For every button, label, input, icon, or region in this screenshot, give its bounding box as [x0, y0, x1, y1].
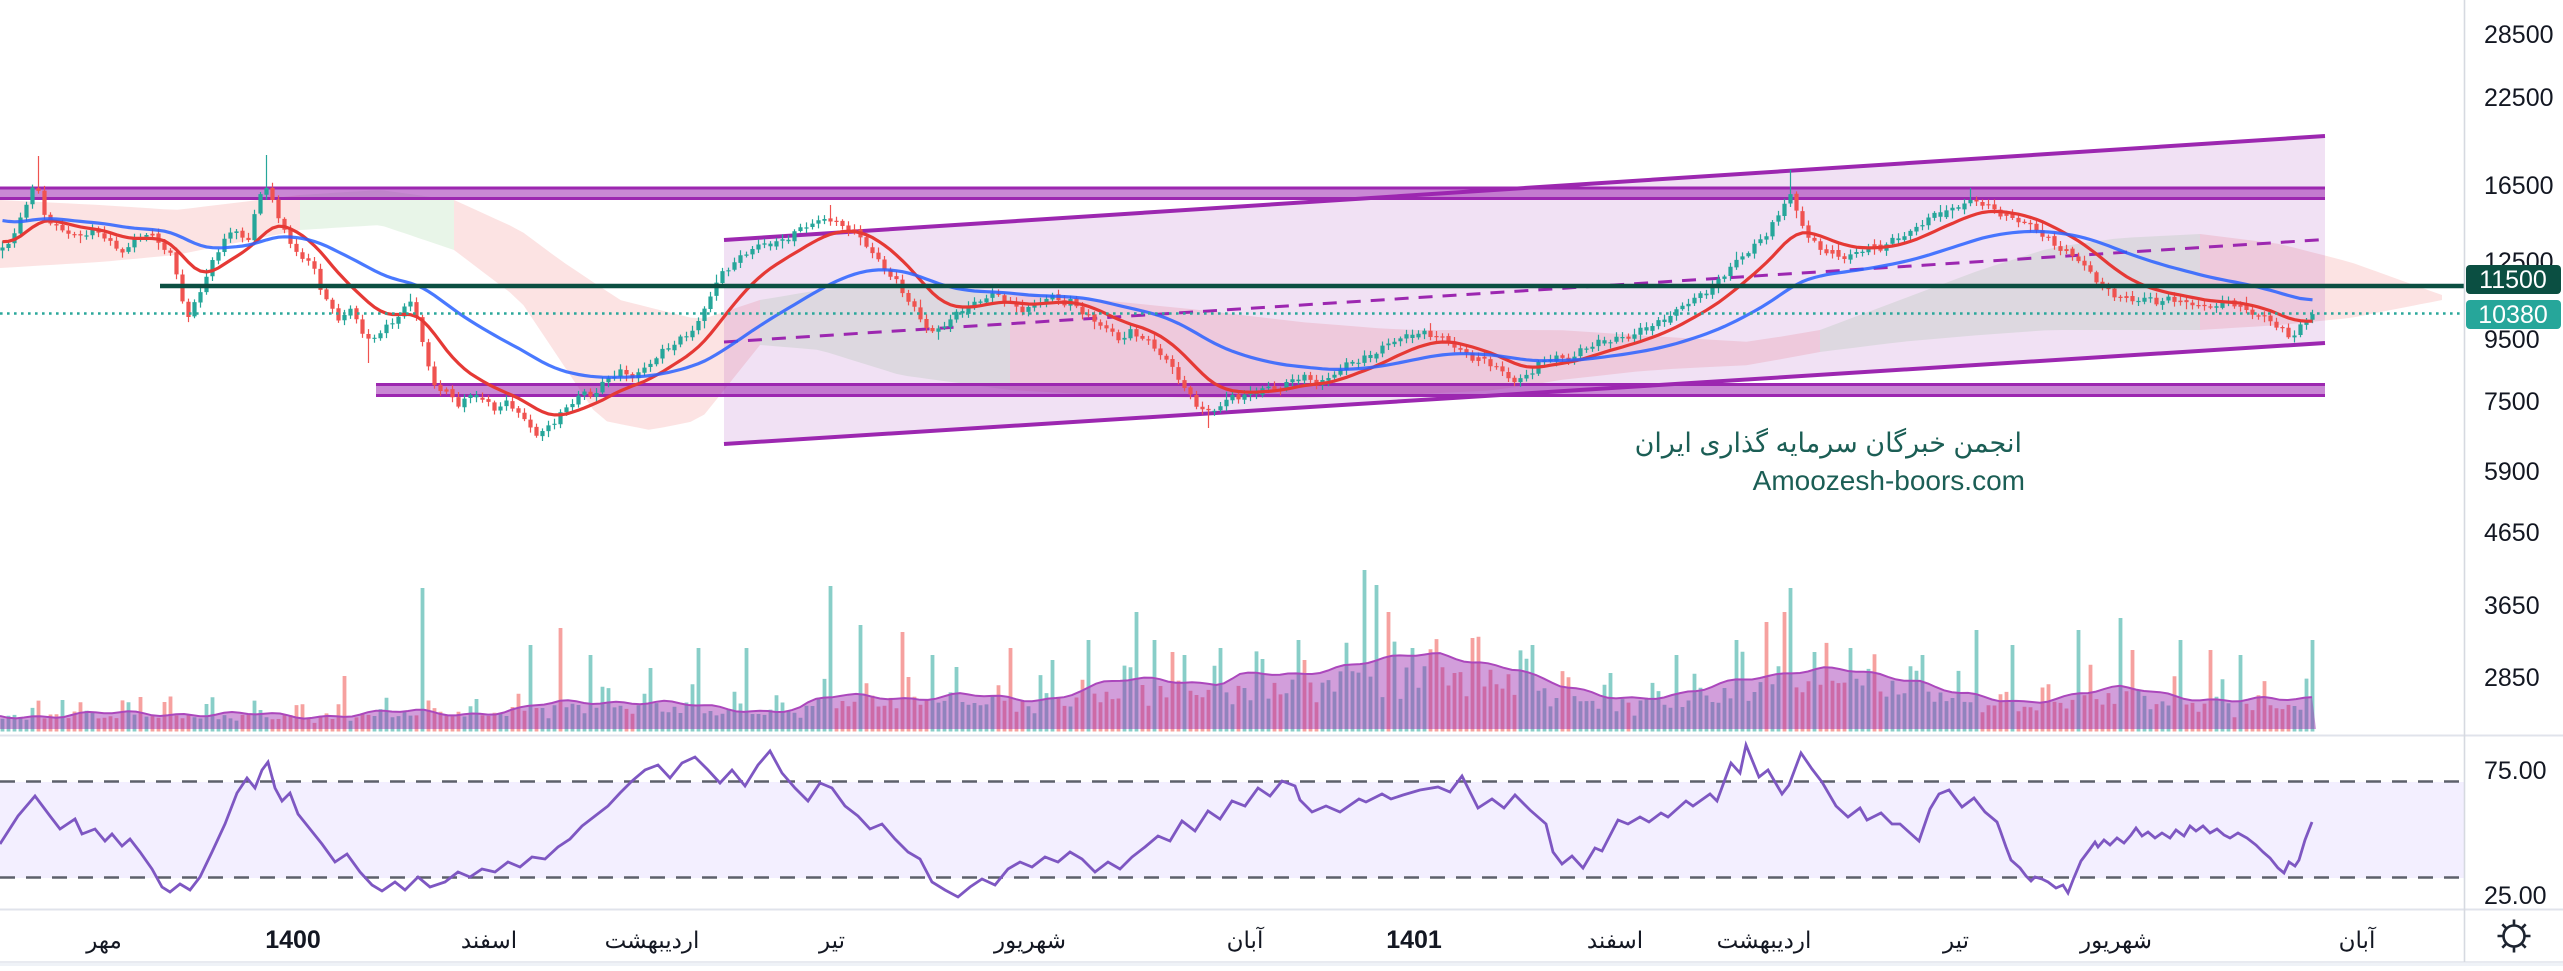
svg-text:اسفند: اسفند: [1587, 927, 1643, 953]
svg-text:اسفند: اسفند: [461, 927, 517, 953]
svg-text:3650: 3650: [2484, 592, 2540, 620]
svg-text:75.00: 75.00: [2484, 757, 2547, 785]
svg-text:آبان: آبان: [1227, 926, 1265, 953]
svg-text:25.00: 25.00: [2484, 882, 2547, 910]
svg-text:آبان: آبان: [2339, 926, 2377, 953]
svg-text:28500: 28500: [2484, 21, 2554, 49]
svg-text:انجمن خبرگان سرمایه گذاری ایرا: انجمن خبرگان سرمایه گذاری ایران: [1635, 427, 2022, 459]
svg-text:مهر: مهر: [85, 927, 122, 954]
svg-text:22500: 22500: [2484, 84, 2554, 112]
svg-text:4650: 4650: [2484, 519, 2540, 547]
svg-text:شهریور: شهریور: [2079, 927, 2152, 954]
svg-text:شهریور: شهریور: [993, 927, 1066, 954]
svg-text:2850: 2850: [2484, 664, 2540, 692]
svg-text:اردیبهشت: اردیبهشت: [605, 927, 700, 954]
svg-text:16500: 16500: [2484, 172, 2554, 200]
svg-text:1400: 1400: [265, 926, 321, 954]
svg-text:Amoozesh-boors.com: Amoozesh-boors.com: [1753, 465, 2025, 496]
svg-text:7500: 7500: [2484, 388, 2540, 416]
svg-text:اردیبهشت: اردیبهشت: [1717, 927, 1812, 954]
svg-text:1401: 1401: [1386, 926, 1442, 954]
svg-text:تیر: تیر: [818, 927, 845, 954]
svg-text:9500: 9500: [2484, 326, 2540, 354]
svg-text:11500: 11500: [2479, 266, 2547, 294]
svg-text:تیر: تیر: [1942, 927, 1969, 954]
svg-text:5900: 5900: [2484, 458, 2540, 486]
svg-text:10380: 10380: [2478, 301, 2548, 329]
